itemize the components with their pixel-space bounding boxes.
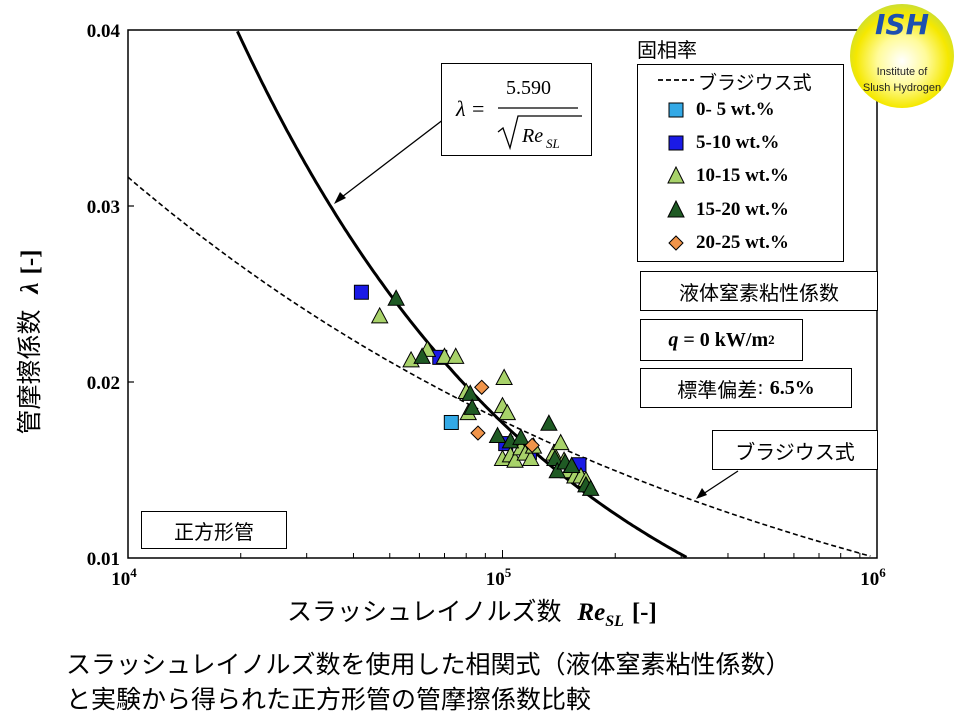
legend-label: 20-25 wt.% [696, 232, 789, 253]
data-point-series-3-11 [562, 456, 581, 473]
caption-line-1: スラッシュレイノルズ数を使用した相関式（液体窒素粘性係数） [66, 650, 791, 679]
formula-arrow [337, 115, 449, 201]
viscosity-label-box: 液体窒素粘性係数 [640, 271, 878, 311]
square-marker-icon [668, 102, 684, 118]
formula-graphic: λ = 5.590 Re SL [455, 77, 582, 151]
data-point-series-2-8 [495, 368, 513, 385]
x-axis-subscript: SL [605, 613, 624, 630]
data-point-series-4-2 [524, 437, 540, 454]
std-dev-box: 標準偏差: 6.5% [640, 368, 852, 408]
legend-label: 5-10 wt.% [696, 132, 780, 153]
data-point-series-3-2 [461, 384, 480, 401]
y-axis-unit: [-] [17, 249, 44, 275]
duct-type-label: 正方形管 [174, 519, 254, 544]
legend-label: ブラジウス式 [698, 72, 812, 94]
legend-label: 10-15 wt.% [696, 165, 789, 186]
data-point-series-2-18 [551, 433, 570, 451]
formula-arrow-head [334, 192, 346, 204]
data-point-series-2-9 [498, 403, 517, 421]
blasius-label-box: ブラジウス式 [712, 430, 878, 470]
std-dev-value: 6.5% [769, 376, 815, 399]
duct-type-box: 正方形管 [141, 511, 287, 549]
y-tick-label: 0.04 [87, 21, 121, 42]
heat-flux-value: = 0 kW/m [678, 328, 769, 351]
x-axis-label: スラッシュレイノルズ数 ReSL [-] [287, 592, 657, 631]
triangle-marker-icon [667, 165, 685, 184]
x-tick-label: 104 [111, 565, 137, 590]
y-axis-symbol: λ [17, 282, 44, 294]
legend-item: ブラジウス式 [638, 67, 845, 94]
formula-lhs: λ [455, 96, 466, 121]
legend-item: 20-25 wt.% [638, 231, 845, 255]
data-point-series-3-7 [540, 414, 558, 431]
legend: ブラジウス式 0- 5 wt.% 5-10 wt.% 10-15 wt.% 15-20 … [637, 64, 844, 262]
logo-circle [850, 4, 954, 108]
viscosity-label: 液体窒素粘性係数 [679, 280, 839, 305]
data-point-series-3-6 [512, 428, 530, 445]
data-point-series-2-15 [521, 449, 540, 466]
y-axis-label-jp: 管摩擦係数 [15, 309, 44, 435]
heat-flux-exponent: 2 [768, 332, 775, 347]
heat-flux-label: q = 0 kW/m 2 [641, 320, 802, 360]
data-point-series-3-8 [546, 449, 564, 466]
y-tick-label: 0.01 [87, 549, 120, 570]
legend-title: 固相率 [637, 38, 697, 62]
caption-line-2: と実験から得られた正方形管の管摩擦係数比較 [66, 685, 592, 714]
formula-eq: = [472, 96, 484, 121]
correlation-curve [236, 30, 688, 558]
formula-sqrt-sign [497, 115, 582, 151]
heat-flux-symbol: q [668, 328, 679, 351]
y-tick-label: 0.03 [87, 197, 120, 218]
data-point-series-3-13 [581, 479, 600, 496]
x-tick-label: 106 [860, 565, 886, 590]
ish-logo: ISH Institute of Slush Hydrogen [850, 4, 954, 108]
logo-line-1: Institute of [876, 66, 928, 78]
heat-flux-box: q = 0 kW/m 2 [640, 319, 803, 361]
triangle-marker-icon [667, 199, 685, 218]
legend-item: 15-20 wt.% [638, 198, 845, 222]
x-axis-symbol: Re [577, 599, 606, 626]
std-dev-sep: : [757, 377, 770, 399]
legend-item: 10-15 wt.% [638, 164, 845, 188]
points-layer [353, 284, 600, 496]
x-axis-unit: [-] [631, 599, 657, 626]
y-axis-label: 管摩擦係数 λ [-] [10, 250, 46, 435]
std-dev-caption: 標準偏差 [677, 377, 758, 402]
square-marker-icon [668, 135, 684, 151]
data-point-series-2-4 [446, 347, 465, 364]
data-point-series-4-1 [470, 425, 486, 441]
y-tick-label: 0.02 [87, 373, 120, 394]
logo-line-2: Slush Hydrogen [862, 82, 942, 94]
formula-denom-sub: SL [546, 136, 560, 151]
blasius-label: ブラジウス式 [735, 439, 855, 464]
x-axis-label-jp: スラッシュレイノルズ数 [287, 597, 562, 626]
data-point-series-0-0 [443, 414, 459, 430]
std-dev-label: 標準偏差: 6.5% [641, 369, 851, 407]
diamond-marker-icon [668, 235, 684, 251]
data-point-series-2-3 [435, 347, 454, 364]
legend-item: 5-10 wt.% [638, 131, 845, 155]
data-point-series-3-0 [387, 289, 405, 306]
legend-label: 0- 5 wt.% [696, 99, 775, 120]
formula-box: λ = 5.590 Re SL [441, 63, 592, 156]
dashed-line-icon [658, 79, 694, 81]
data-point-series-3-9 [548, 461, 567, 479]
data-point-series-3-1 [413, 347, 431, 364]
data-point-series-1-0 [353, 284, 369, 300]
legend-label: 15-20 wt.% [696, 199, 789, 220]
formula-denom-base: Re [521, 125, 543, 147]
data-point-series-3-4 [488, 426, 507, 444]
blasius-arrow [699, 470, 739, 497]
ticks-layer: 0.01 0.02 0.03 0.04 104 105 106 [87, 21, 887, 590]
logo-abbr: ISH [874, 8, 930, 41]
formula-numerator: 5.590 [506, 77, 551, 99]
x-tick-label: 105 [486, 565, 512, 590]
blasius-arrow-head [696, 488, 707, 499]
data-point-series-4-0 [474, 379, 490, 395]
legend-item: 0- 5 wt.% [638, 98, 845, 122]
data-point-series-3-3 [463, 398, 482, 415]
data-point-series-2-0 [370, 306, 389, 324]
